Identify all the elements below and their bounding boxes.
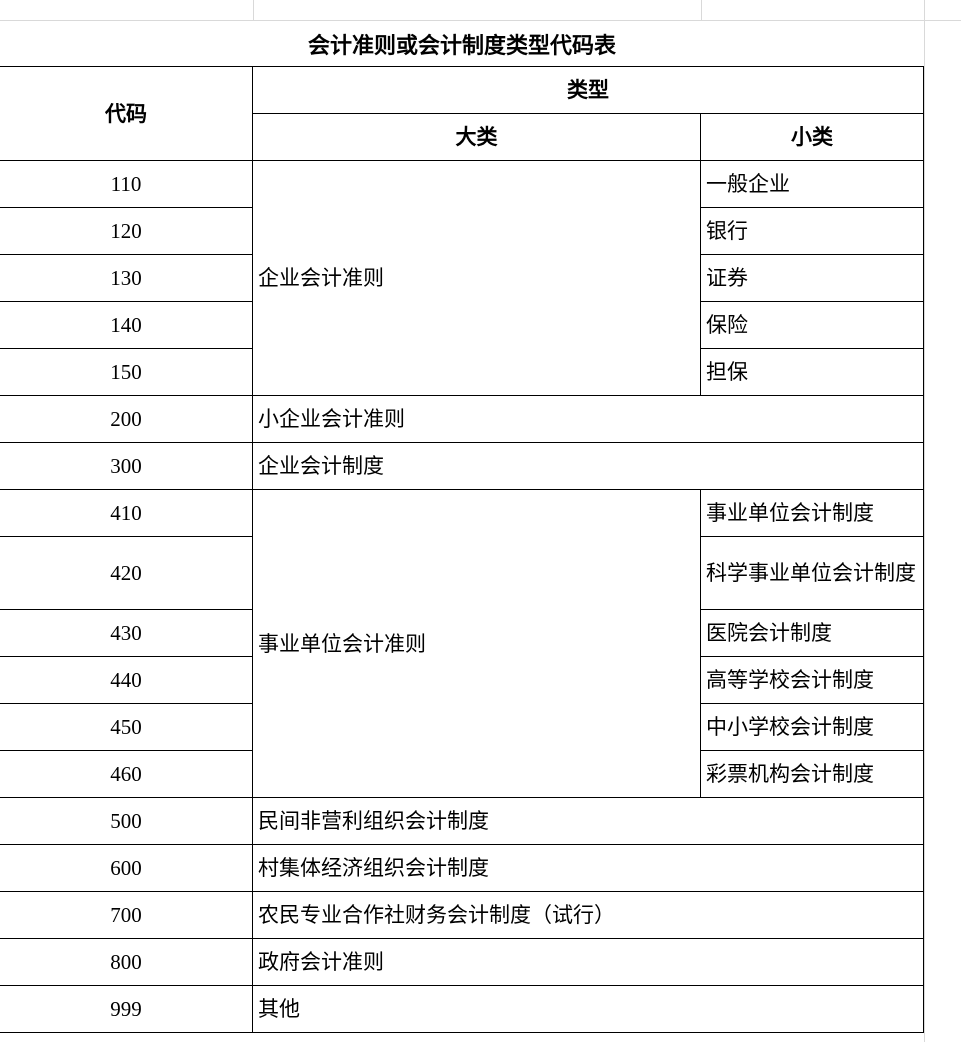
code-cell[interactable]: 410 <box>0 489 253 537</box>
header-code[interactable]: 代码 <box>0 66 253 161</box>
major-category-cell[interactable]: 其他 <box>252 985 924 1033</box>
code-cell[interactable]: 450 <box>0 703 253 751</box>
major-category-cell[interactable]: 企业会计制度 <box>252 442 924 490</box>
code-cell[interactable]: 110 <box>0 160 253 208</box>
header-minor[interactable]: 小类 <box>700 113 924 161</box>
minor-category-cell[interactable]: 事业单位会计制度 <box>700 489 924 537</box>
table-title: 会计准则或会计制度类型代码表 <box>307 32 616 58</box>
code-cell[interactable]: 430 <box>0 609 253 657</box>
code-cell[interactable]: 200 <box>0 395 253 443</box>
major-category-cell[interactable]: 事业单位会计准则 <box>252 489 701 798</box>
minor-category-cell[interactable]: 一般企业 <box>700 160 924 208</box>
code-cell[interactable]: 130 <box>0 254 253 302</box>
minor-category-cell[interactable]: 科学事业单位会计制度 <box>700 536 924 610</box>
code-cell[interactable]: 440 <box>0 656 253 704</box>
major-category-cell[interactable]: 村集体经济组织会计制度 <box>252 844 924 892</box>
code-cell[interactable]: 500 <box>0 797 253 845</box>
header-type[interactable]: 类型 <box>252 66 924 114</box>
code-cell[interactable]: 300 <box>0 442 253 490</box>
code-cell[interactable]: 999 <box>0 985 253 1033</box>
code-cell[interactable]: 800 <box>0 938 253 986</box>
minor-category-cell[interactable]: 担保 <box>700 348 924 396</box>
major-category-cell[interactable]: 企业会计准则 <box>252 160 701 396</box>
major-category-cell[interactable]: 农民专业合作社财务会计制度（试行） <box>252 891 924 939</box>
minor-category-cell[interactable]: 保险 <box>700 301 924 349</box>
major-category-cell[interactable]: 政府会计准则 <box>252 938 924 986</box>
minor-category-cell[interactable]: 医院会计制度 <box>700 609 924 657</box>
minor-category-cell[interactable]: 高等学校会计制度 <box>700 656 924 704</box>
minor-category-cell[interactable]: 证券 <box>700 254 924 302</box>
code-cell[interactable]: 700 <box>0 891 253 939</box>
major-category-cell[interactable]: 小企业会计准则 <box>252 395 924 443</box>
header-major[interactable]: 大类 <box>252 113 701 161</box>
code-cell[interactable]: 420 <box>0 536 253 610</box>
code-cell[interactable]: 600 <box>0 844 253 892</box>
major-category-cell[interactable]: 民间非营利组织会计制度 <box>252 797 924 845</box>
minor-category-cell[interactable]: 中小学校会计制度 <box>700 703 924 751</box>
gridline <box>924 0 925 1042</box>
code-cell[interactable]: 150 <box>0 348 253 396</box>
minor-category-cell[interactable]: 银行 <box>700 207 924 255</box>
code-cell[interactable]: 140 <box>0 301 253 349</box>
gridline <box>0 20 961 21</box>
gridline <box>253 0 254 20</box>
minor-category-cell[interactable]: 彩票机构会计制度 <box>700 750 924 798</box>
code-cell[interactable]: 460 <box>0 750 253 798</box>
code-cell[interactable]: 120 <box>0 207 253 255</box>
gridline <box>701 0 702 20</box>
